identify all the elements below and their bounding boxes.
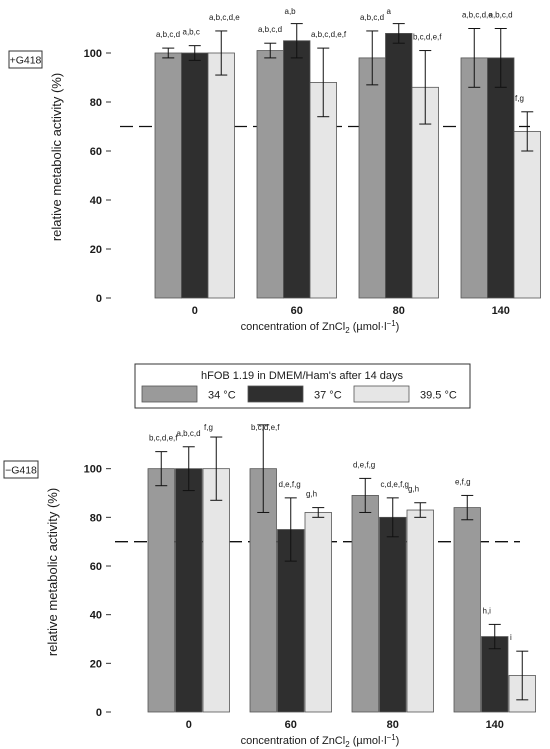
panel-label-box xyxy=(3,460,39,479)
bar xyxy=(379,516,407,713)
significance-label: b,c,d,e,f xyxy=(149,434,178,443)
significance-label: a,b,c,d xyxy=(258,25,282,34)
y-tick-label: 100 xyxy=(84,48,102,60)
bar xyxy=(202,468,230,713)
bar xyxy=(256,50,284,299)
x-axis-title-part: 2 xyxy=(345,740,350,749)
significance-label: f,g xyxy=(515,94,524,103)
legend-swatch xyxy=(141,385,198,403)
bar xyxy=(147,468,175,713)
y-axis-title: relative metabolic activity (%) xyxy=(45,488,60,656)
significance-label: a,b xyxy=(285,7,297,16)
bar xyxy=(181,52,209,299)
bar xyxy=(460,57,488,299)
bar xyxy=(453,507,481,713)
bar xyxy=(385,33,413,299)
y-tick-label: 20 xyxy=(90,244,102,256)
significance-label: g,h xyxy=(408,485,419,494)
significance-label: a,b,c,d,e xyxy=(462,11,493,20)
significance-label: a,b,c,d xyxy=(156,30,180,39)
legend-swatch xyxy=(353,385,410,403)
significance-label: d,e,f,g xyxy=(279,480,301,489)
bar xyxy=(487,57,515,299)
significance-label: b,c,d,e,f xyxy=(251,423,280,432)
legend-swatch xyxy=(247,385,304,403)
y-tick-label: 0 xyxy=(96,293,102,305)
significance-label: i xyxy=(510,633,512,642)
legend-entry-label: 37 °C xyxy=(314,390,342,402)
significance-label: b,c,d,e,f xyxy=(413,33,442,42)
x-axis-title-part: −1 xyxy=(387,319,397,328)
x-category-label: 80 xyxy=(387,719,399,731)
significance-label: a,b,c,d xyxy=(489,11,513,20)
significance-label: a,b,c xyxy=(183,28,200,37)
y-tick-label: 20 xyxy=(90,658,102,670)
bar xyxy=(304,512,332,713)
x-axis-title-part: −1 xyxy=(387,733,397,742)
y-tick-label: 80 xyxy=(90,97,102,109)
x-category-label: 140 xyxy=(486,719,504,731)
y-axis-title: relative metabolic activity (%) xyxy=(49,73,64,241)
legend-entry-label: 34 °C xyxy=(208,390,236,402)
bar xyxy=(358,57,386,299)
y-tick-label: 40 xyxy=(90,195,102,207)
significance-label: a,b,c,d,e,f xyxy=(311,30,347,39)
x-category-label: 0 xyxy=(192,305,198,317)
x-category-label: 0 xyxy=(186,719,192,731)
x-axis-title-part: concentration of ZnCl xyxy=(241,735,346,747)
bar xyxy=(406,509,434,713)
x-axis-title: concentration of ZnCl2 (µmol·l−1) xyxy=(241,319,400,335)
significance-label: d,e,f,g xyxy=(353,460,375,469)
significance-label: a xyxy=(387,7,392,16)
legend-entry-label: 39.5 °C xyxy=(420,390,457,402)
significance-label: h,i xyxy=(483,606,492,615)
x-category-label: 80 xyxy=(393,305,405,317)
y-tick-label: 80 xyxy=(90,512,102,524)
legend-title: hFOB 1.19 in DMEM/Ham's after 14 days xyxy=(201,370,404,382)
significance-label: e,f,g xyxy=(455,477,471,486)
x-category-label: 60 xyxy=(291,305,303,317)
bar xyxy=(513,130,541,299)
panel-label-box xyxy=(8,50,43,69)
y-tick-label: 60 xyxy=(90,561,102,573)
y-tick-label: 0 xyxy=(96,707,102,719)
y-tick-label: 40 xyxy=(90,610,102,622)
significance-label: a,b,c,d xyxy=(177,429,201,438)
x-axis-title: concentration of ZnCl2 (µmol·l−1) xyxy=(241,733,400,749)
significance-label: f,g xyxy=(204,423,213,432)
panel-label: +G418 xyxy=(10,55,42,67)
y-tick-label: 60 xyxy=(90,146,102,158)
x-axis-title-part: concentration of ZnCl xyxy=(241,321,346,333)
x-axis-title-part: (µmol·l xyxy=(350,321,387,333)
panel-label: −G418 xyxy=(5,465,37,477)
significance-label: c,d,e,f,g xyxy=(381,480,409,489)
significance-label: a,b,c,d,e xyxy=(209,13,240,22)
significance-label: g,h xyxy=(306,490,317,499)
legend: hFOB 1.19 in DMEM/Ham's after 14 days 34 … xyxy=(134,363,471,409)
bar xyxy=(283,40,311,299)
significance-label: a,b,c,d xyxy=(360,13,384,22)
bar xyxy=(175,468,203,713)
x-axis-title-part: ) xyxy=(396,321,400,333)
y-tick-label: 100 xyxy=(84,464,102,476)
x-category-label: 140 xyxy=(492,305,510,317)
bar xyxy=(154,52,182,299)
x-axis-title-part: ) xyxy=(396,735,400,747)
x-axis-title-part: (µmol·l xyxy=(350,735,387,747)
x-axis-title-part: 2 xyxy=(345,326,350,335)
x-category-label: 60 xyxy=(285,719,297,731)
bar xyxy=(207,52,235,299)
bar xyxy=(351,495,379,713)
